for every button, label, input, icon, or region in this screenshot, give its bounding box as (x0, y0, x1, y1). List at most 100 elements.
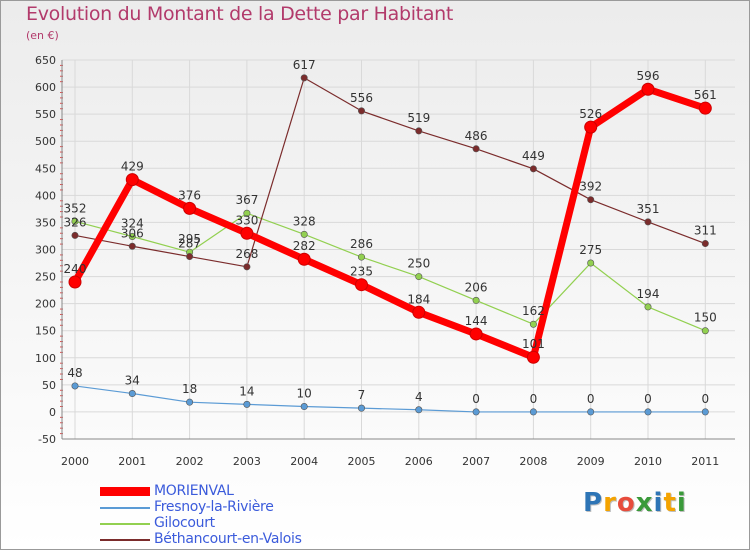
y-tick-label: 0 (49, 406, 56, 419)
y-tick-label: 450 (35, 162, 56, 175)
data-point-morienval (297, 252, 311, 266)
y-tick-label: -50 (38, 433, 56, 446)
data-point-morienval (584, 120, 598, 134)
y-tick-label: 300 (35, 244, 56, 257)
y-tick-label: 500 (35, 135, 56, 148)
data-point-gilocourt (300, 230, 308, 238)
y-tick-label: 650 (35, 54, 56, 67)
x-tick-label: 2010 (634, 455, 662, 468)
x-tick-label: 2003 (233, 455, 261, 468)
legend-swatch (100, 539, 150, 541)
data-point-gilocourt (472, 296, 480, 304)
logo-letter: P (583, 488, 604, 518)
series-line-morienval (71, 85, 709, 361)
data-label-morienval: 429 (121, 160, 144, 174)
chart-title: Evolution du Montant de la Dette par Hab… (26, 3, 454, 25)
data-point-fresnoy-la-riviere (300, 403, 308, 411)
data-point-fresnoy-la-riviere (415, 406, 423, 414)
data-label-bethancourt-en-valois: 268 (235, 247, 258, 261)
data-label-fresnoy-la-riviere: 0 (530, 392, 538, 406)
logo-letter: x (635, 488, 654, 518)
data-point-gilocourt (357, 253, 365, 261)
data-label-morienval: 526 (579, 107, 602, 121)
series-line-fresnoy-la-riviere (74, 385, 706, 413)
data-point-morienval (641, 82, 655, 96)
data-label-fresnoy-la-riviere: 7 (358, 388, 366, 402)
data-point-fresnoy-la-riviere (529, 408, 537, 416)
x-tick-label: 2001 (118, 455, 146, 468)
data-label-gilocourt: 250 (407, 257, 430, 271)
logo-letter: r (603, 488, 617, 518)
data-point-bethancourt-en-valois (529, 165, 537, 173)
data-label-gilocourt: 150 (694, 311, 717, 325)
data-point-gilocourt (644, 303, 652, 311)
data-point-morienval (183, 201, 197, 215)
logo-letter: t (663, 488, 677, 518)
data-point-gilocourt (71, 217, 79, 225)
data-point-gilocourt (415, 273, 423, 281)
data-point-gilocourt (243, 209, 251, 217)
data-point-bethancourt-en-valois (357, 107, 365, 115)
legend-label: Fresnoy-la-Rivière (154, 499, 274, 515)
data-label-gilocourt: 328 (293, 214, 316, 228)
data-label-morienval: 184 (407, 292, 430, 306)
data-label-gilocourt: 352 (64, 201, 87, 215)
x-tick-label: 2006 (405, 455, 433, 468)
data-label-morienval: 376 (178, 188, 201, 202)
x-tick-label: 2011 (691, 455, 719, 468)
data-point-bethancourt-en-valois (71, 231, 79, 239)
data-label-bethancourt-en-valois: 556 (350, 91, 373, 105)
y-tick-label: 600 (35, 81, 56, 94)
y-tick-label: 50 (42, 379, 56, 392)
data-label-morienval: 596 (637, 69, 660, 83)
data-point-bethancourt-en-valois (587, 196, 595, 204)
y-tick-label: 200 (35, 298, 56, 311)
data-point-morienval (698, 101, 712, 115)
legend-label: Béthancourt-en-Valois (154, 531, 302, 547)
data-point-fresnoy-la-riviere (701, 408, 709, 416)
data-point-morienval (526, 350, 540, 364)
data-point-fresnoy-la-riviere (243, 400, 251, 408)
x-tick-label: 2009 (577, 455, 605, 468)
data-label-bethancourt-en-valois: 392 (579, 180, 602, 194)
y-tick-label: 100 (35, 352, 56, 365)
data-label-morienval: 330 (235, 213, 258, 227)
legend-swatch (100, 507, 150, 509)
data-label-fresnoy-la-riviere: 4 (415, 390, 423, 404)
x-tick-label: 2007 (462, 455, 490, 468)
data-label-bethancourt-en-valois: 287 (178, 237, 201, 251)
data-label-gilocourt: 295 (178, 232, 201, 246)
data-label-fresnoy-la-riviere: 0 (701, 392, 709, 406)
legend-swatch (100, 487, 150, 496)
data-point-bethancourt-en-valois (701, 240, 709, 248)
data-point-bethancourt-en-valois (186, 253, 194, 261)
data-point-bethancourt-en-valois (243, 263, 251, 271)
y-tick-label: 550 (35, 108, 56, 121)
logo-letter: o (616, 488, 636, 518)
data-label-morienval: 235 (350, 265, 373, 279)
data-point-morienval (469, 327, 483, 341)
data-label-gilocourt: 162 (522, 304, 545, 318)
data-point-morienval (355, 278, 368, 292)
y-tick-label: 150 (35, 325, 56, 338)
y-tick-label: 250 (35, 271, 56, 284)
data-point-morienval (240, 226, 254, 240)
x-tick-label: 2005 (348, 455, 376, 468)
x-tick-label: 2002 (176, 455, 204, 468)
data-point-bethancourt-en-valois (472, 145, 480, 153)
data-point-fresnoy-la-riviere (128, 390, 136, 398)
data-label-bethancourt-en-valois: 449 (522, 149, 545, 163)
data-label-fresnoy-la-riviere: 48 (67, 366, 82, 380)
x-tick-label: 2008 (519, 455, 547, 468)
data-point-fresnoy-la-riviere (71, 382, 79, 390)
data-label-bethancourt-en-valois: 519 (407, 111, 430, 125)
data-point-fresnoy-la-riviere (357, 404, 365, 412)
data-label-gilocourt: 324 (121, 217, 144, 231)
data-label-fresnoy-la-riviere: 0 (587, 392, 595, 406)
series-line-bethancourt-en-valois (74, 77, 706, 268)
data-point-gilocourt (701, 327, 709, 335)
data-label-gilocourt: 275 (579, 243, 602, 257)
logo-letter: i (653, 488, 664, 518)
